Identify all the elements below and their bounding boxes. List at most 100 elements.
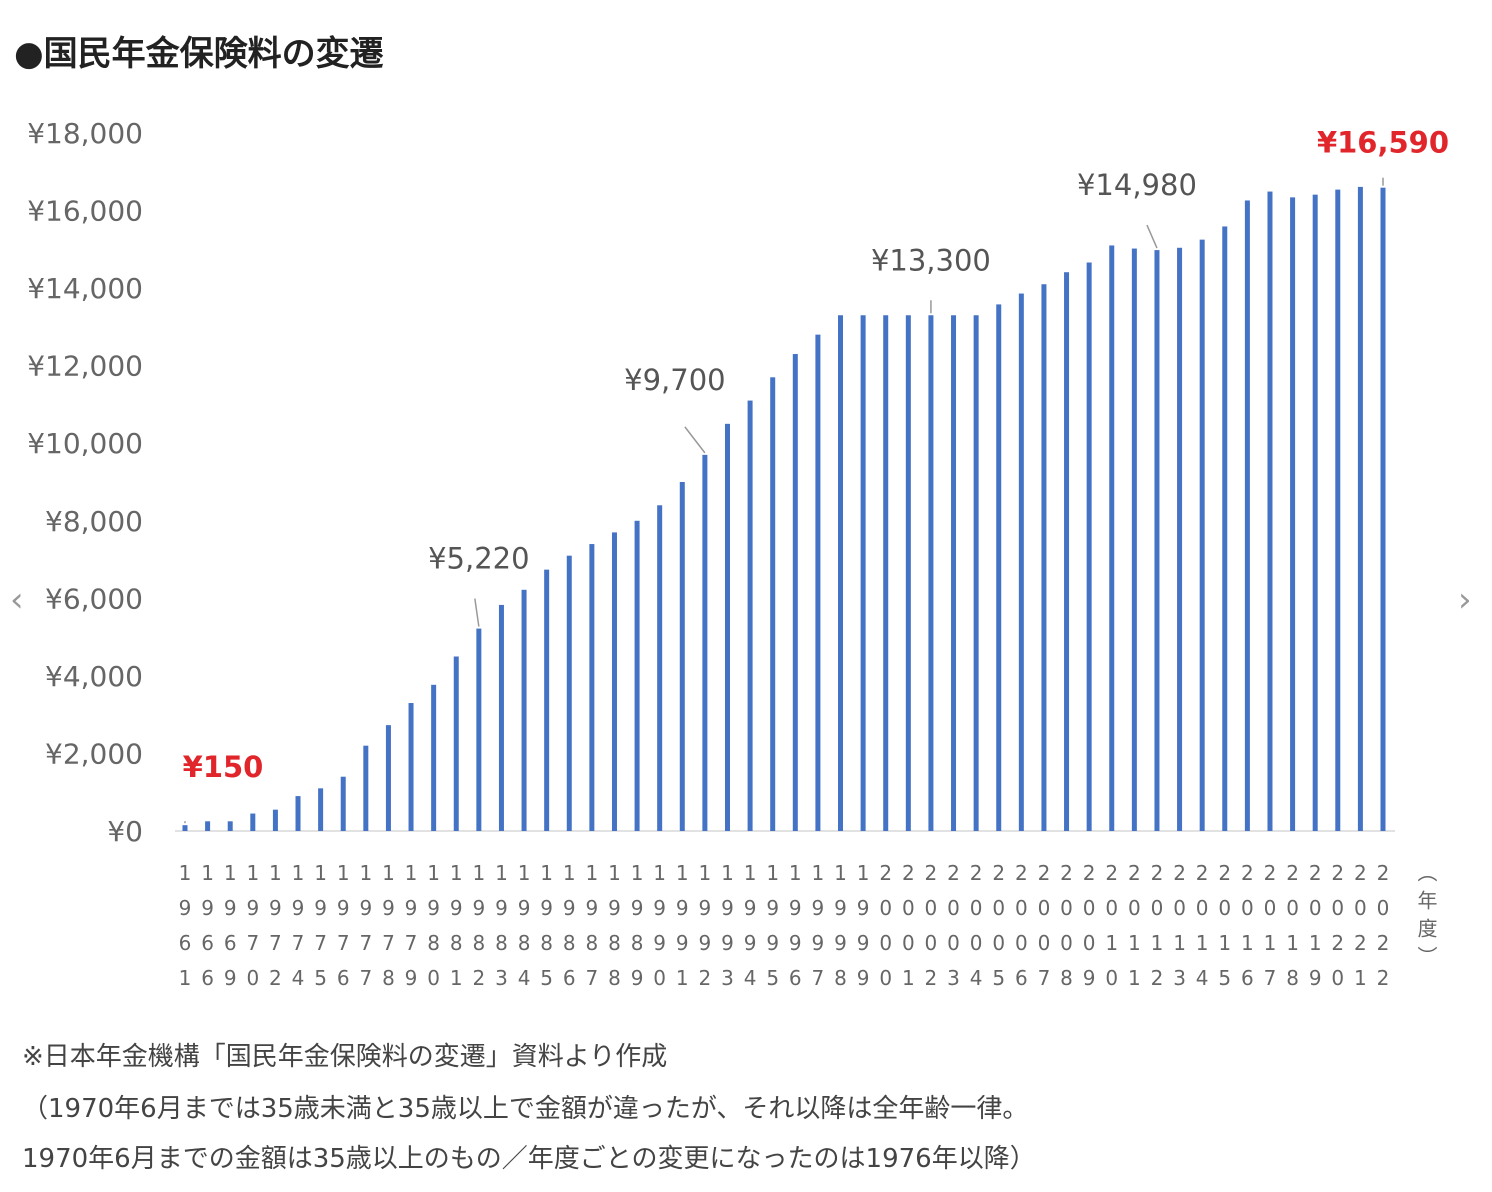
bar-2008 [1064, 272, 1070, 831]
prev-arrow-icon[interactable]: ‹ [10, 580, 24, 620]
x-tick-digit: 1 [608, 861, 621, 885]
annotation-leader [474, 598, 480, 627]
note-line-2: 1970年6月までの金額は35歳以上のもの／年度ごとの変更になったのは1976年… [22, 1144, 1036, 1174]
x-tick-digit: 9 [631, 896, 644, 920]
bar-2016 [1244, 200, 1250, 831]
y-tick-label: ¥8,000 [45, 505, 143, 538]
bar-1993 [724, 423, 730, 831]
x-tick-digit: 0 [1151, 896, 1164, 920]
annotation-leader [1146, 224, 1158, 249]
x-tick-digit: 9 [201, 896, 214, 920]
bar-2000 [883, 315, 889, 831]
next-arrow-icon[interactable]: › [1458, 580, 1472, 620]
x-tick-digit: 3 [721, 966, 734, 990]
bar-1987 [589, 544, 595, 831]
bar-1974 [295, 796, 301, 831]
bar-2006 [1018, 293, 1024, 831]
x-tick-digit: 9 [269, 896, 282, 920]
x-tick-digit: 1 [495, 861, 508, 885]
x-tick-digit: 9 [699, 931, 712, 955]
data-label-1982: ¥5,220 [428, 542, 529, 576]
x-tick-digit: 1 [789, 861, 802, 885]
x-tick-digit: 2 [1173, 861, 1186, 885]
x-tick-digit: 9 [653, 896, 666, 920]
x-tick-digit: 0 [947, 931, 960, 955]
x-tick-digit: 0 [947, 896, 960, 920]
x-tick-digit: 8 [1060, 966, 1073, 990]
x-tick-digit: 0 [1377, 896, 1390, 920]
data-label-1961: ¥150 [183, 750, 264, 784]
bar-1994 [747, 400, 753, 831]
y-tick-label: ¥0 [107, 815, 143, 848]
x-tick-digit: 9 [834, 931, 847, 955]
x-tick-digit: 2 [699, 966, 712, 990]
x-tick-digit: 9 [789, 931, 802, 955]
x-tick-digit: 8 [1286, 966, 1299, 990]
x-tick-digit: 2 [1331, 931, 1344, 955]
bar-1992 [702, 454, 708, 831]
x-tick-digit: 5 [992, 966, 1005, 990]
bar-1979 [408, 703, 414, 831]
x-tick-digit: 1 [405, 861, 418, 885]
x-tick-digit: 2 [1309, 861, 1322, 885]
x-tick-digit: 2 [1331, 861, 1344, 885]
x-tick-digit: 2 [925, 966, 938, 990]
x-tick-digit: 0 [1015, 931, 1028, 955]
x-tick-digit: 8 [518, 931, 531, 955]
x-tick-digit: 1 [1128, 966, 1141, 990]
x-tick-digit: 8 [608, 931, 621, 955]
bar-1975 [318, 788, 324, 831]
x-tick-digit: 5 [1218, 966, 1231, 990]
bar-2013 [1177, 247, 1183, 831]
x-tick-digit: 7 [586, 966, 599, 990]
x-tick-digit: 1 [1309, 931, 1322, 955]
x-tick-digit: 1 [1218, 931, 1231, 955]
x-tick-digit: 7 [314, 931, 327, 955]
bar-1995 [770, 377, 776, 831]
x-tick-digit: 9 [314, 896, 327, 920]
x-tick-digit: 4 [292, 966, 305, 990]
x-tick-digit: 6 [224, 931, 237, 955]
x-tick-digit: 0 [1354, 896, 1367, 920]
x-tick-digit: 9 [292, 896, 305, 920]
x-tick-digit: 1 [676, 861, 689, 885]
x-tick-digit: 4 [1196, 966, 1209, 990]
x-tick-digit: 9 [653, 931, 666, 955]
annotation-leader [684, 426, 706, 454]
x-tick-digit: 9 [834, 896, 847, 920]
x-tick-digit: 9 [450, 896, 463, 920]
y-tick-label: ¥18,000 [27, 117, 143, 150]
x-tick-digit: 0 [1173, 896, 1186, 920]
x-tick-digit: 2 [1377, 931, 1390, 955]
x-tick-digit: 8 [450, 931, 463, 955]
x-tick-digit: 9 [721, 896, 734, 920]
x-tick-digit: 7 [269, 931, 282, 955]
x-tick-digit: 1 [676, 966, 689, 990]
x-tick-digit: 7 [812, 966, 825, 990]
x-tick-digit: 0 [1083, 931, 1096, 955]
x-tick-digit: 9 [857, 966, 870, 990]
x-tick-digit: 9 [427, 896, 440, 920]
x-tick-digit: 9 [676, 931, 689, 955]
x-tick-digit: 1 [699, 861, 712, 885]
x-tick-digit: 9 [789, 896, 802, 920]
x-tick-digit: 5 [766, 966, 779, 990]
bar-2011 [1131, 248, 1137, 831]
x-tick-digit: 6 [337, 966, 350, 990]
x-tick-digit: 9 [405, 966, 418, 990]
x-tick-digit: 2 [947, 861, 960, 885]
x-tick-digit: 7 [382, 931, 395, 955]
x-tick-digit: 1 [1105, 931, 1118, 955]
y-tick-label: ¥6,000 [45, 582, 143, 615]
bar-2022 [1380, 187, 1386, 832]
x-tick-digit: 1 [1354, 966, 1367, 990]
x-tick-digit: 2 [1218, 861, 1231, 885]
bar-2002 [928, 315, 934, 831]
data-label-2022: ¥16,590 [1317, 126, 1449, 160]
x-tick-digit: 0 [1309, 896, 1322, 920]
x-tick-digit: 0 [1241, 896, 1254, 920]
bar-1988 [611, 532, 617, 831]
x-tick-digit: 9 [766, 896, 779, 920]
x-tick-digit: 2 [1083, 861, 1096, 885]
x-tick-digit: 6 [1015, 966, 1028, 990]
